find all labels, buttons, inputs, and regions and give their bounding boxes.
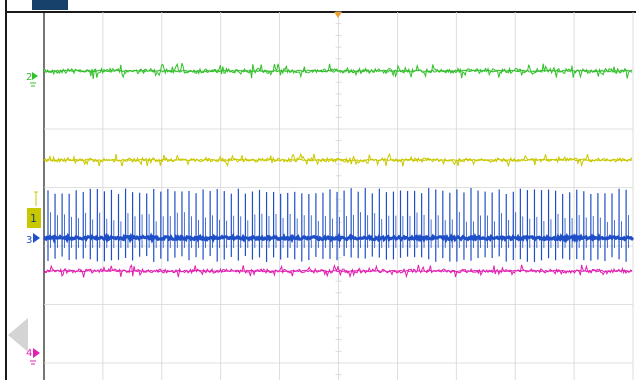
- channel-2-label: 2: [26, 72, 32, 83]
- traces: [42, 62, 635, 279]
- previous-page-arrow-icon[interactable]: [8, 318, 28, 352]
- channel-3-label: 3: [26, 235, 32, 246]
- top-status-bar: [32, 0, 68, 10]
- channel-3-marker-icon[interactable]: 3: [26, 233, 40, 246]
- channel-4-label: 4: [26, 348, 32, 359]
- channel-2-marker-icon[interactable]: 2: [26, 72, 38, 87]
- channel-4-trace-core: [43, 269, 633, 273]
- channel-2-trace-core: [43, 69, 633, 73]
- channel-1-trace: [43, 152, 633, 168]
- trigger-level-icon[interactable]: [34, 191, 38, 206]
- channel-1-label: 1: [30, 212, 37, 225]
- channel-3-trace: [42, 188, 635, 262]
- channel-1-trace-core: [43, 158, 633, 162]
- channel-1-marker-icon[interactable]: 1: [27, 208, 41, 228]
- trigger-position-icon[interactable]: [334, 12, 342, 18]
- channel-4-marker-icon[interactable]: 4: [26, 348, 40, 365]
